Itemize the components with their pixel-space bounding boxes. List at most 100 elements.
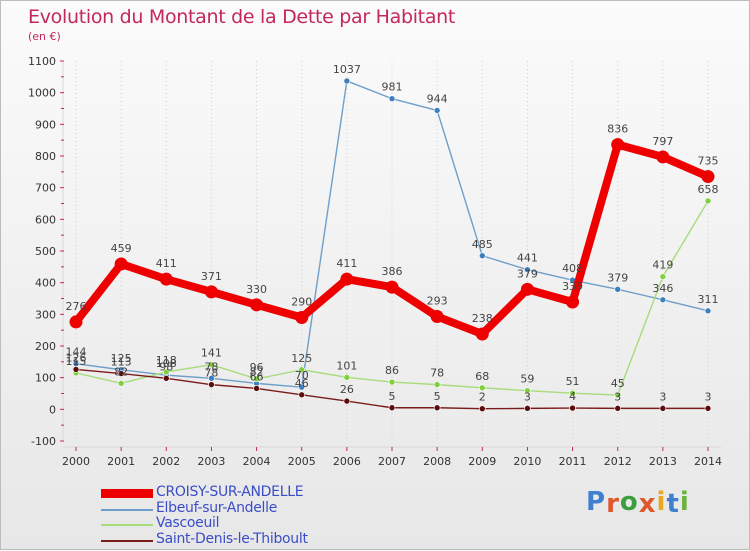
series-lines [69, 77, 715, 413]
data-label-croisy-sur-andelle: 411 [336, 257, 357, 270]
data-label-saint-denis-le-thiboult: 78 [204, 367, 218, 380]
data-point-saint-denis-le-thiboult [253, 385, 260, 392]
x-tick-label: 2001 [107, 455, 135, 468]
data-point-elbeuf-sur-andelle [343, 77, 351, 85]
legend-swatch-saint-denis [101, 539, 153, 542]
data-point-saint-denis-le-thiboult [659, 405, 667, 412]
legend-swatch-croisy [101, 489, 153, 498]
data-label-saint-denis-le-thiboult: 46 [295, 377, 309, 390]
data-point-croisy-sur-andelle [69, 315, 83, 329]
data-label-saint-denis-le-thiboult: 126 [66, 351, 87, 364]
data-point-saint-denis-le-thiboult [343, 397, 351, 405]
x-tick-label: 2009 [468, 455, 496, 468]
data-label-croisy-sur-andelle: 379 [517, 267, 538, 280]
data-label-elbeuf-sur-andelle: 70 [295, 369, 309, 382]
data-point-elbeuf-sur-andelle [478, 252, 486, 260]
data-point-vascoeuil [298, 366, 306, 374]
logo-letter: P [586, 487, 607, 517]
data-label-saint-denis-le-thiboult: 5 [434, 390, 441, 403]
logo-letter: r [606, 489, 620, 519]
data-label-croisy-sur-andelle: 293 [427, 295, 448, 308]
data-point-saint-denis-le-thiboult [614, 405, 622, 412]
data-point-croisy-sur-andelle [430, 310, 444, 324]
logo-letter: i [679, 487, 690, 517]
data-label-saint-denis-le-thiboult: 2 [479, 391, 486, 404]
data-point-saint-denis-le-thiboult [117, 370, 125, 377]
data-point-croisy-sur-andelle [566, 295, 580, 309]
x-tick-label: 2005 [288, 455, 316, 468]
x-tick-label: 2013 [649, 455, 677, 468]
data-label-vascoeuil: 141 [201, 347, 222, 360]
data-label-elbeuf-sur-andelle: 408 [562, 262, 583, 275]
data-label-croisy-sur-andelle: 411 [156, 257, 177, 270]
data-point-croisy-sur-andelle [250, 298, 264, 312]
data-point-croisy-sur-andelle [701, 170, 715, 184]
data-label-croisy-sur-andelle: 386 [382, 265, 403, 278]
data-label-vascoeuil: 96 [250, 361, 264, 374]
data-point-vascoeuil [343, 374, 351, 381]
data-label-saint-denis-le-thiboult: 5 [389, 390, 396, 403]
data-label-croisy-sur-andelle: 330 [246, 283, 267, 296]
legend-label-vascoeuil: Vascoeuil [156, 515, 220, 531]
data-label-elbeuf-sur-andelle: 1037 [333, 63, 361, 76]
data-point-elbeuf-sur-andelle [298, 383, 306, 391]
logo-letter: o [619, 487, 639, 517]
legend-swatch-elbeuf [101, 508, 153, 511]
data-labels: 144 125 108 78 82 701037981944485441408379346… [66, 63, 719, 404]
y-tick-label: 400 [35, 277, 56, 290]
x-tick-label: 2007 [378, 455, 406, 468]
data-label-croisy-sur-andelle: 797 [652, 135, 673, 148]
data-label-vascoeuil: 82 [114, 365, 128, 378]
data-label-elbeuf-sur-andelle: 125 [111, 352, 132, 365]
data-point-vascoeuil [433, 381, 441, 388]
data-label-croisy-sur-andelle: 371 [201, 270, 222, 283]
data-point-saint-denis-le-thiboult [162, 374, 170, 382]
x-tick-label: 2002 [152, 455, 180, 468]
data-label-vascoeuil: 115 [66, 355, 87, 368]
logo-letter: t [666, 489, 680, 519]
data-label-elbeuf-sur-andelle: 78 [204, 360, 218, 373]
y-tick-label: 1000 [28, 87, 56, 100]
data-label-vascoeuil: 419 [652, 259, 673, 272]
data-point-saint-denis-le-thiboult [704, 405, 712, 412]
data-point-vascoeuil [253, 375, 260, 383]
y-tick-label: 800 [35, 150, 56, 163]
data-label-elbeuf-sur-andelle: 108 [156, 357, 177, 370]
unit-label: (en €) [28, 30, 61, 43]
data-label-elbeuf-sur-andelle: 346 [652, 282, 673, 295]
data-point-croisy-sur-andelle [475, 327, 489, 341]
legend-label-saint-denis: Saint-Denis-le-Thiboult [156, 530, 308, 547]
y-tick-label: 600 [35, 213, 56, 226]
data-point-elbeuf-sur-andelle [614, 286, 622, 293]
x-tick-label: 2010 [513, 455, 541, 468]
logo-letter: x [638, 489, 657, 519]
data-label-croisy-sur-andelle: 238 [472, 312, 493, 325]
data-label-vascoeuil: 45 [611, 377, 625, 390]
data-point-saint-denis-le-thiboult [72, 366, 80, 373]
data-label-croisy-sur-andelle: 459 [111, 242, 132, 255]
data-label-saint-denis-le-thiboult: 66 [250, 370, 264, 383]
data-point-vascoeuil [614, 391, 622, 399]
x-tick-label: 2014 [694, 455, 722, 468]
data-point-croisy-sur-andelle [295, 311, 309, 324]
data-label-elbeuf-sur-andelle: 144 [66, 346, 87, 359]
y-tick-label: 500 [35, 245, 56, 258]
data-point-saint-denis-le-thiboult [298, 391, 306, 399]
data-label-vascoeuil: 68 [475, 370, 489, 383]
data-label-croisy-sur-andelle: 339 [562, 280, 583, 293]
data-point-elbeuf-sur-andelle [659, 296, 667, 304]
data-label-vascoeuil: 78 [430, 367, 444, 380]
data-point-croisy-sur-andelle [204, 285, 218, 299]
legend-label-elbeuf: Elbeuf-sur-Andelle [156, 499, 278, 516]
data-point-vascoeuil [704, 197, 712, 205]
data-label-elbeuf-sur-andelle: 379 [607, 271, 628, 284]
data-point-croisy-sur-andelle [340, 272, 354, 286]
y-tick-label: 300 [35, 308, 56, 321]
data-point-vascoeuil [659, 273, 667, 280]
data-point-saint-denis-le-thiboult [388, 404, 396, 412]
y-tick-label: 1100 [28, 55, 56, 68]
data-label-vascoeuil: 51 [566, 375, 580, 388]
data-label-saint-denis-le-thiboult: 3 [524, 390, 531, 403]
